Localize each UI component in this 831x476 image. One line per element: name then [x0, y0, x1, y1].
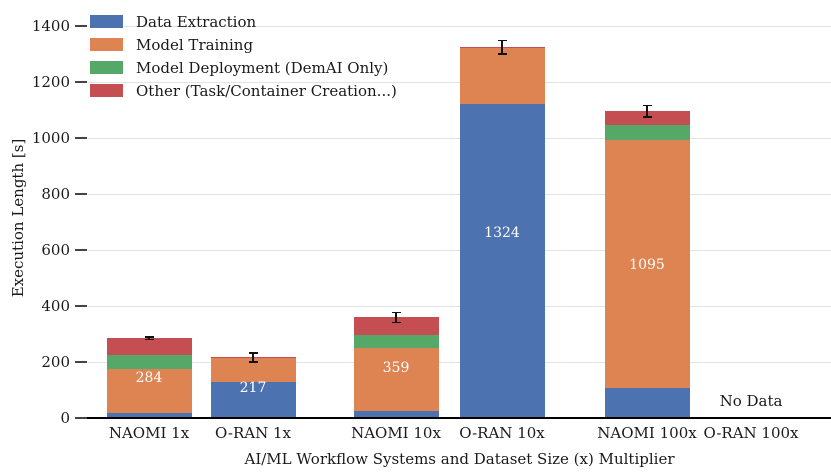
bar-segment-naomi-100x-s2	[604, 125, 690, 140]
error-bar-cap-top	[144, 336, 154, 339]
bar-segment-naomi-10x-s0	[353, 411, 439, 418]
bar-segment-o-ran-10x-s1	[459, 48, 545, 105]
error-bar-cap-top	[391, 311, 401, 314]
x-tick-label-o-ran-10x: O-RAN 10x	[459, 424, 545, 442]
legend-swatch-icon	[90, 61, 123, 74]
y-tick-label-1200: 1200	[31, 73, 70, 91]
legend-item-0: Data Extraction	[90, 10, 397, 33]
error-bar-cap-top	[642, 104, 652, 107]
error-bar-cap-bottom	[248, 360, 258, 363]
legend-label: Data Extraction	[136, 12, 257, 31]
bar-segment-naomi-10x-s2	[353, 335, 439, 348]
error-bar-naomi-10x	[395, 312, 397, 323]
y-tick-label-200: 200	[41, 353, 70, 371]
bar-segment-o-ran-10x-s0	[459, 104, 545, 418]
x-tick-label-naomi-100x: NAOMI 100x	[597, 424, 697, 442]
y-tick-mark-1000	[75, 137, 87, 139]
bar-segment-naomi-1x-s1	[106, 368, 192, 413]
bar-value-label-o-ran-10x: 1324	[484, 224, 520, 241]
y-tick-label-1000: 1000	[31, 129, 70, 147]
x-tick-label-o-ran-100x: O-RAN 100x	[703, 424, 799, 442]
legend-label: Model Training	[136, 35, 254, 54]
legend-label: Model Deployment (DemAI Only)	[136, 58, 389, 77]
bar-segment-naomi-10x-s1	[353, 348, 439, 411]
bar-segment-naomi-1x-s2	[106, 355, 192, 369]
y-tick-label-600: 600	[41, 241, 70, 259]
error-bar-cap-bottom	[144, 338, 154, 341]
legend-label: Other (Task/Container Creation...)	[136, 81, 397, 100]
plot-area: 284 217 359 1324 1095 No Data	[88, 0, 831, 418]
error-bar-o-ran-1x	[252, 352, 254, 362]
error-bar-cap-bottom	[497, 53, 507, 55]
error-bar-cap-top	[497, 39, 507, 42]
bar-segment-naomi-100x-s0	[604, 388, 690, 418]
x-tick-label-naomi-10x: NAOMI 10x	[351, 424, 441, 442]
bar-segment-naomi-10x-s3	[353, 317, 439, 336]
x-tick-label-o-ran-1x: O-RAN 1x	[215, 424, 291, 442]
y-tick-label-800: 800	[41, 185, 70, 203]
legend-swatch-icon	[90, 84, 123, 97]
y-tick-mark-0	[75, 417, 87, 419]
error-bar-cap-bottom	[642, 116, 652, 119]
error-bar-cap-top	[248, 351, 258, 354]
y-tick-mark-200	[75, 361, 87, 363]
error-bar-cap-bottom	[391, 321, 401, 324]
gridline-1400	[88, 25, 831, 27]
legend: Data Extraction Model Training Model Deplo…	[90, 10, 397, 102]
no-data-annotation: No Data	[719, 392, 783, 410]
x-axis-title: AI/ML Workflow Systems and Dataset Size …	[244, 450, 675, 468]
legend-item-2: Model Deployment (DemAI Only)	[90, 56, 397, 79]
x-axis-line	[75, 417, 831, 419]
bar-value-label-naomi-100x: 1095	[629, 256, 665, 273]
y-axis-title: Execution Length [s]	[9, 138, 27, 298]
bar-segment-naomi-1x-s0	[106, 412, 192, 418]
y-tick-mark-1400	[75, 25, 87, 27]
bar-segment-o-ran-1x-s0	[210, 382, 296, 418]
error-bar-naomi-100x	[646, 105, 648, 118]
y-tick-mark-1200	[75, 81, 87, 83]
bar-value-label-o-ran-1x: 217	[239, 379, 267, 396]
y-tick-label-0: 0	[60, 409, 70, 427]
bar-segment-naomi-100x-s3	[604, 111, 690, 126]
bar-segment-naomi-100x-s1	[604, 139, 690, 389]
bar-value-label-naomi-1x: 284	[135, 370, 163, 387]
y-tick-mark-600	[75, 249, 87, 251]
legend-swatch-icon	[90, 38, 123, 51]
error-bar-o-ran-10x	[501, 40, 503, 54]
legend-item-1: Model Training	[90, 33, 397, 56]
y-tick-label-1400: 1400	[31, 17, 70, 35]
error-bar-naomi-1x	[148, 337, 150, 340]
bar-value-label-naomi-10x: 359	[382, 359, 410, 376]
x-tick-label-naomi-1x: NAOMI 1x	[108, 424, 190, 442]
y-tick-mark-400	[75, 305, 87, 307]
y-tick-mark-800	[75, 193, 87, 195]
legend-swatch-icon	[90, 15, 123, 28]
y-tick-label-400: 400	[41, 297, 70, 315]
legend-item-3: Other (Task/Container Creation...)	[90, 79, 397, 102]
bar-segment-naomi-1x-s3	[106, 338, 192, 355]
